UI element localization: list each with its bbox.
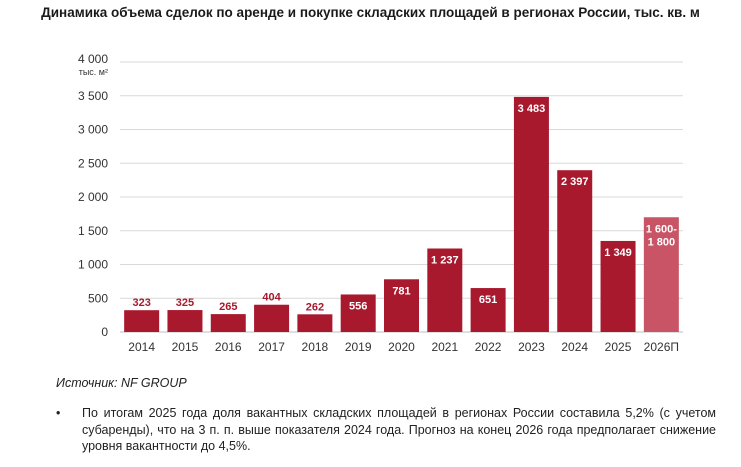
y-axis-ticks: 0 500 1 000 1 500 2 000 2 500 3 000 3 500 4 000 (78, 52, 108, 339)
bar (513, 96, 549, 333)
data-label: 325 (176, 297, 194, 309)
x-tick-label: 2019 (345, 340, 372, 354)
data-label: 1 600- (646, 223, 678, 235)
x-tick-label: 2024 (561, 340, 588, 354)
x-tick-label: 2020 (388, 340, 415, 354)
data-label: 404 (262, 292, 281, 304)
y-tick-label: 1 500 (78, 224, 108, 238)
data-labels: 323 325 265 404 262 556 781 1 237 651 3 483 2 397 1… (132, 103, 677, 313)
y-tick-label: 3 500 (78, 89, 108, 103)
x-axis-ticks: 2014 2015 2016 2017 2018 2019 2020 2021 2022 2023… (128, 340, 679, 354)
y-tick-label: 500 (88, 291, 108, 305)
data-label: 1 800 (648, 236, 676, 248)
bar (297, 314, 333, 332)
data-label: 651 (479, 294, 497, 306)
bar (600, 240, 636, 332)
bar (254, 304, 290, 332)
source-note: Источник: NF GROUP (56, 376, 187, 390)
x-tick-label: 2018 (302, 340, 329, 354)
y-tick-label: 1 000 (78, 258, 108, 272)
data-label: 262 (306, 301, 324, 313)
commentary-text: По итогам 2025 года доля вакантных склад… (82, 406, 716, 453)
x-tick-label: 2015 (172, 340, 199, 354)
bar (643, 217, 679, 332)
bar (210, 314, 246, 332)
bar (124, 310, 160, 332)
data-label: 1 349 (604, 247, 632, 259)
bar (427, 248, 463, 332)
data-label: 556 (349, 300, 367, 312)
bars (124, 96, 679, 333)
bar (470, 288, 506, 332)
y-tick-label: 2 500 (78, 156, 108, 170)
x-tick-label: 2026П (644, 340, 679, 354)
data-label: 781 (392, 285, 410, 297)
x-tick-label: 2022 (475, 340, 502, 354)
x-tick-label: 2021 (431, 340, 458, 354)
x-tick-label: 2025 (605, 340, 632, 354)
data-label: 2 397 (561, 176, 589, 188)
bar (384, 279, 419, 332)
x-tick-label: 2017 (258, 340, 285, 354)
y-tick-label: 0 (101, 325, 108, 339)
y-tick-label: 2 000 (78, 190, 108, 204)
bar (557, 170, 593, 332)
data-label: 323 (132, 297, 150, 309)
bullet-icon: • (56, 406, 61, 420)
chart-title: Динамика объема сделок по аренде и покуп… (41, 5, 700, 20)
data-label: 265 (219, 301, 237, 313)
bar (340, 294, 376, 332)
y-tick-label: 3 000 (78, 123, 108, 137)
y-axis-unit-label: тыс. м² (79, 67, 108, 77)
x-tick-label: 2014 (128, 340, 155, 354)
x-tick-label: 2023 (518, 340, 545, 354)
grid-lines (120, 61, 683, 333)
y-tick-label: 4 000 (78, 52, 108, 66)
x-tick-label: 2016 (215, 340, 242, 354)
data-label: 3 483 (518, 103, 546, 115)
data-label: 1 237 (431, 255, 459, 267)
bar (167, 310, 203, 332)
